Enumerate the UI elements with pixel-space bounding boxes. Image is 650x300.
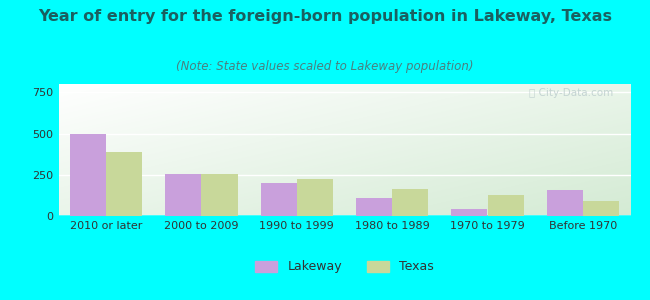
Bar — [547, 190, 583, 216]
Bar — [451, 208, 488, 216]
Bar — [297, 179, 333, 216]
Bar — [583, 201, 619, 216]
Text: Year of entry for the foreign-born population in Lakeway, Texas: Year of entry for the foreign-born popul… — [38, 9, 612, 24]
Text: ⓘ City-Data.com: ⓘ City-Data.com — [529, 88, 614, 98]
Bar — [70, 134, 106, 216]
Bar — [261, 183, 297, 216]
Bar — [106, 152, 142, 216]
Bar — [165, 174, 202, 216]
Bar — [392, 189, 428, 216]
Bar — [488, 195, 524, 216]
Bar — [202, 174, 238, 216]
Legend: Lakeway, Texas: Lakeway, Texas — [250, 255, 439, 278]
Bar — [356, 198, 392, 216]
Text: (Note: State values scaled to Lakeway population): (Note: State values scaled to Lakeway po… — [176, 60, 474, 73]
